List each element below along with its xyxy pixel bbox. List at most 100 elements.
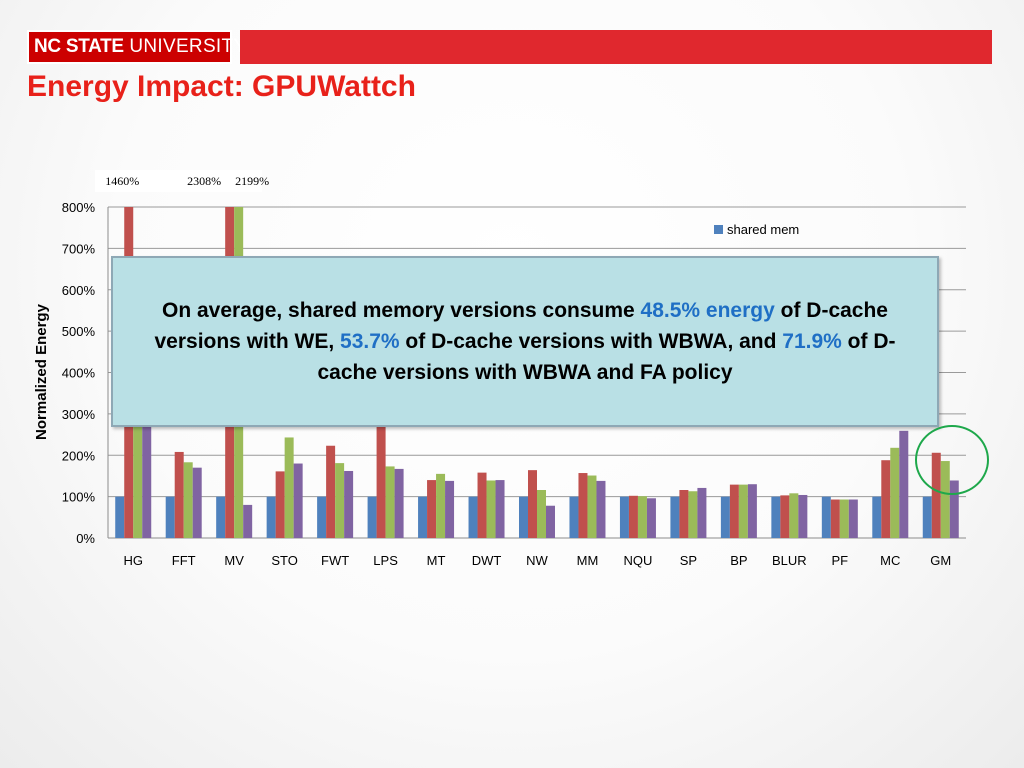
bar-dwt-series-2 — [477, 472, 487, 538]
bar-bp-series-4 — [747, 484, 757, 538]
y-tick-label: 500% — [62, 324, 96, 339]
bar-nqu-series-1 — [619, 496, 629, 538]
university-logo: NC STATE UNIVERSITY — [27, 30, 246, 64]
bar-pf-series-2 — [830, 499, 840, 538]
callout-highlight-3: 71.9% — [782, 330, 842, 353]
x-tick-label: BP — [730, 553, 747, 568]
bar-pf-series-3 — [839, 499, 849, 538]
bar-lps-series-1 — [367, 496, 377, 538]
y-tick-labels: 0% 100% 200% 300% 400% 500% 600% 700% 800% — [62, 200, 96, 546]
bar-bp-series-2 — [729, 484, 739, 538]
overflow-label: 2308% — [187, 174, 221, 188]
bar-mc-series-3 — [890, 447, 900, 538]
y-tick-label: 800% — [62, 200, 96, 215]
x-tick-label: MV — [224, 553, 244, 568]
y-axis-title: Normalized Energy — [33, 303, 50, 440]
bar-fft-series-2 — [174, 451, 184, 538]
bar-gm-series-1 — [922, 496, 932, 538]
bar-sto-series-1 — [266, 496, 276, 538]
bar-nw-series-2 — [528, 470, 537, 538]
bar-lps-series-3 — [385, 466, 395, 538]
bar-mt-series-1 — [418, 496, 428, 538]
bar-sp-series-2 — [679, 490, 689, 538]
bar-nw-series-4 — [546, 505, 555, 538]
overflow-label-box — [95, 170, 262, 192]
x-tick-label: MC — [880, 553, 900, 568]
bar-sto-series-4 — [293, 463, 303, 538]
bar-mt-series-2 — [427, 480, 437, 538]
x-tick-label: NQU — [623, 553, 652, 568]
x-tick-label: DWT — [472, 553, 502, 568]
bar-fwt-series-2 — [326, 445, 336, 538]
bar-sto-series-2 — [275, 471, 285, 538]
y-tick-label: 200% — [62, 448, 96, 463]
bar-gm-series-4 — [949, 480, 959, 538]
bar-sto-series-3 — [284, 437, 294, 538]
bar-fwt-series-1 — [317, 496, 327, 538]
bar-mt-series-3 — [436, 473, 446, 538]
header-stripe — [240, 30, 992, 64]
bar-mc-series-4 — [899, 430, 909, 538]
bar-gm-series-2 — [931, 452, 941, 538]
bar-fft-series-4 — [192, 467, 202, 538]
bar-hg-series-4 — [142, 413, 152, 538]
header-bar: NC STATE UNIVERSITY — [0, 30, 1024, 64]
bar-pf-series-4 — [848, 499, 858, 538]
bar-blur-series-1 — [771, 496, 781, 538]
logo-bold-text: NC STATE — [34, 36, 124, 57]
bar-lps-series-4 — [394, 468, 404, 538]
x-tick-label: MT — [427, 553, 446, 568]
callout-text-1: On average, shared memory versions consu… — [162, 299, 641, 322]
y-tick-label: 400% — [62, 366, 96, 381]
bar-dwt-series-3 — [486, 480, 496, 538]
bar-gm-series-3 — [940, 461, 950, 538]
bar-nw-series-3 — [537, 490, 546, 538]
overflow-label: 1460% — [105, 174, 139, 188]
x-tick-label: STO — [271, 553, 298, 568]
bar-nqu-series-2 — [628, 495, 638, 538]
bar-lps-series-2 — [376, 409, 386, 538]
x-tick-label: BLUR — [772, 553, 807, 568]
bar-mc-series-2 — [881, 460, 891, 538]
y-tick-label: 600% — [62, 283, 96, 298]
bar-sp-series-4 — [697, 487, 707, 538]
bar-blur-series-4 — [798, 494, 808, 538]
bar-blur-series-2 — [780, 495, 790, 538]
x-tick-label: SP — [680, 553, 697, 568]
x-tick-label: GM — [930, 553, 951, 568]
bar-mc-series-1 — [872, 496, 882, 538]
legend-label-shared-mem: shared mem — [727, 222, 799, 237]
gm-highlight-circle — [915, 425, 989, 495]
callout-text-4: of D-cache versions with WBWA and FA pol… — [317, 330, 896, 384]
legend-swatch-shared-mem — [714, 225, 723, 234]
logo-light-text: UNIVERSITY — [123, 36, 247, 57]
y-tick-label: 700% — [62, 241, 96, 256]
legend: shared mem — [714, 222, 799, 237]
bar-blur-series-3 — [789, 493, 799, 538]
x-tick-label: PF — [832, 553, 849, 568]
bar-hg-series-1 — [115, 496, 125, 538]
overflow-label: 2199% — [235, 174, 269, 188]
callout-highlight-1: 48.5% energy — [640, 299, 775, 322]
bar-mm-series-2 — [578, 473, 588, 538]
y-tick-label: 0% — [76, 531, 95, 546]
slide-title: Energy Impact: GPUWattch — [27, 70, 416, 103]
bar-pf-series-1 — [821, 496, 831, 538]
bar-mm-series-3 — [587, 475, 597, 538]
x-tick-label: NW — [526, 553, 548, 568]
bar-nw-series-1 — [519, 496, 528, 538]
x-tick-label: FFT — [172, 553, 196, 568]
bar-mm-series-4 — [596, 480, 606, 538]
callout-text: On average, shared memory versions consu… — [113, 295, 937, 388]
x-tick-label: FWT — [321, 553, 349, 568]
x-tick-label: LPS — [373, 553, 398, 568]
summary-callout: On average, shared memory versions consu… — [111, 256, 939, 427]
bar-mv-series-1 — [216, 496, 226, 538]
bar-nqu-series-4 — [646, 498, 656, 538]
bar-fft-series-1 — [165, 496, 175, 538]
x-tick-label: MM — [577, 553, 599, 568]
bar-nqu-series-3 — [637, 496, 647, 538]
bar-dwt-series-4 — [495, 480, 505, 538]
bar-fft-series-3 — [183, 462, 193, 538]
bar-fwt-series-3 — [335, 463, 345, 538]
